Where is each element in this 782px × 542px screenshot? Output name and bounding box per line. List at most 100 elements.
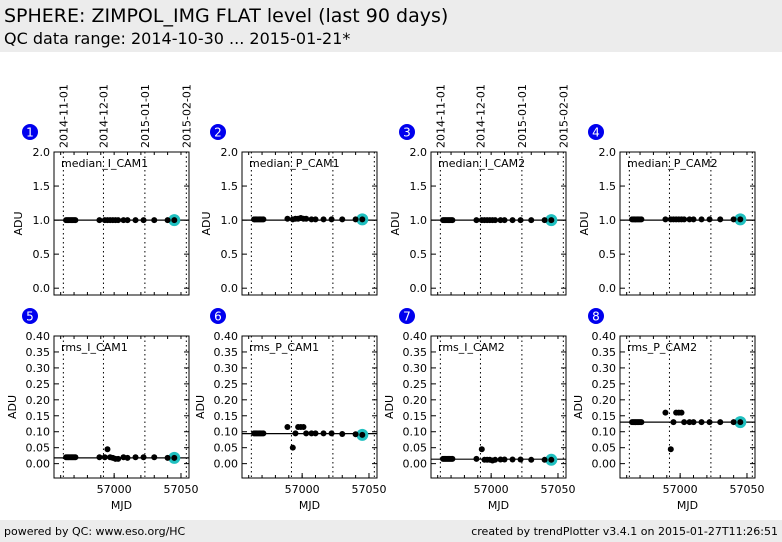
y-tick-label: 1.5: [599, 180, 617, 193]
plot-frame: [53, 151, 190, 296]
data-point: [101, 454, 108, 461]
data-point: [449, 455, 456, 462]
data-point: [312, 430, 319, 437]
x-tick-label: 57050: [351, 483, 386, 496]
y-tick-label: 0.15: [592, 410, 617, 423]
data-point: [303, 430, 310, 437]
date-tick-label: 2014-11-01: [57, 84, 70, 148]
y-tick-label: 1.5: [410, 180, 428, 193]
panel-number-badge: [210, 308, 226, 324]
data-point: [140, 454, 147, 461]
data-point: [151, 217, 158, 224]
data-point: [151, 454, 158, 461]
data-point: [706, 419, 713, 426]
x-axis-label: MJD: [111, 499, 132, 512]
panel-number-badge: [210, 124, 226, 140]
panel-number: 1: [26, 126, 34, 140]
data-point: [72, 454, 79, 461]
data-point: [730, 419, 737, 426]
y-tick-label: 0.00: [592, 458, 617, 471]
y-tick-label: 0.40: [26, 330, 51, 343]
data-point: [662, 216, 669, 223]
data-point: [164, 454, 171, 461]
panel-title: rms_P_CAM2: [627, 341, 697, 354]
data-point: [164, 217, 171, 224]
y-tick-label: 0.10: [403, 426, 428, 439]
panel-title: median_I_CAM1: [61, 157, 148, 170]
y-tick-label: 2.0: [410, 146, 428, 159]
y-tick-label: 0.05: [592, 442, 617, 455]
panel-median_I_CAM2: 2014-11-01 2014-12-01 2015-01-01 2015-02-01…: [389, 84, 570, 296]
data-point: [541, 217, 548, 224]
y-tick-label: 0.0: [33, 282, 51, 295]
data-point: [690, 419, 697, 426]
y-tick-label: 0.15: [403, 410, 428, 423]
data-point: [737, 216, 744, 223]
x-tick-label: 57000: [663, 483, 698, 496]
y-tick-label: 0.00: [403, 458, 428, 471]
data-point: [339, 216, 346, 223]
plot-frame: [430, 335, 567, 479]
data-point: [730, 216, 737, 223]
y-tick-label: 0.30: [26, 362, 51, 375]
panel-number-badge: [399, 308, 415, 324]
data-point: [260, 216, 267, 223]
panel-title: median_I_CAM2: [438, 157, 525, 170]
data-point: [548, 217, 555, 224]
panel-number-badge: [399, 124, 415, 140]
data-point: [509, 456, 516, 463]
y-axis-label: ADU: [6, 395, 19, 419]
panel-median_I_CAM1: 2014-11-01 2014-12-01 2015-01-01 2015-02-01…: [12, 84, 193, 296]
y-tick-label: 0.00: [214, 458, 239, 471]
y-tick-label: 0.0: [599, 282, 617, 295]
y-tick-label: 0.15: [26, 410, 51, 423]
y-tick-label: 0.40: [592, 330, 617, 343]
y-tick-label: 0.0: [410, 282, 428, 295]
date-tick-label: 2014-12-01: [474, 84, 487, 148]
data-point: [706, 216, 713, 223]
y-tick-label: 0.25: [403, 378, 428, 391]
x-tick-label: 57050: [163, 483, 198, 496]
y-tick-label: 0.20: [214, 394, 239, 407]
y-tick-label: 0.35: [26, 346, 51, 359]
data-point: [72, 217, 79, 224]
plot-frame: [241, 151, 378, 296]
panel-title: median_P_CAM2: [627, 157, 718, 170]
y-tick-label: 2.0: [221, 146, 239, 159]
panel-number-badge: [588, 124, 604, 140]
data-point: [681, 419, 688, 426]
data-point: [124, 217, 131, 224]
y-tick-label: 0.20: [26, 394, 51, 407]
panel-title: rms_I_CAM1: [61, 341, 128, 354]
panel-title: rms_P_CAM1: [249, 341, 319, 354]
y-axis-label: ADU: [12, 211, 25, 235]
y-tick-label: 0.5: [599, 248, 617, 261]
data-point: [339, 430, 346, 437]
y-tick-label: 0.10: [214, 426, 239, 439]
data-point: [717, 216, 724, 223]
y-tick-label: 0.0: [221, 282, 239, 295]
y-tick-label: 0.05: [214, 442, 239, 455]
data-point: [638, 419, 645, 426]
data-point: [548, 456, 555, 463]
x-axis-label: MJD: [488, 499, 509, 512]
data-point: [528, 456, 535, 463]
data-point: [303, 215, 310, 222]
panel-rms_I_CAM1: 57000 57050 MJD 0.00 0.05 0.10 0.15 0.20 0.25 0.3…: [6, 308, 198, 512]
data-point: [681, 216, 688, 223]
data-point: [509, 217, 516, 224]
y-axis-label: ADU: [383, 395, 396, 419]
panel-rms_P_CAM2: 57000 57050 MJD 0.00 0.05 0.10 0.15 0.20 0.25 0.3…: [572, 308, 764, 512]
y-tick-label: 2.0: [33, 146, 51, 159]
data-point: [328, 430, 335, 437]
data-point: [289, 444, 296, 451]
panel-title: median_P_CAM1: [249, 157, 340, 170]
data-point: [292, 430, 299, 437]
date-tick-label: 2015-01-01: [139, 84, 152, 148]
y-tick-label: 0.35: [214, 346, 239, 359]
data-point: [312, 216, 319, 223]
data-point: [473, 455, 480, 462]
y-tick-label: 0.35: [592, 346, 617, 359]
data-point: [171, 217, 178, 224]
panel-rms_P_CAM1: 57000 57050 MJD 0.00 0.05 0.10 0.15 0.20 0.25 0.3…: [194, 308, 386, 512]
